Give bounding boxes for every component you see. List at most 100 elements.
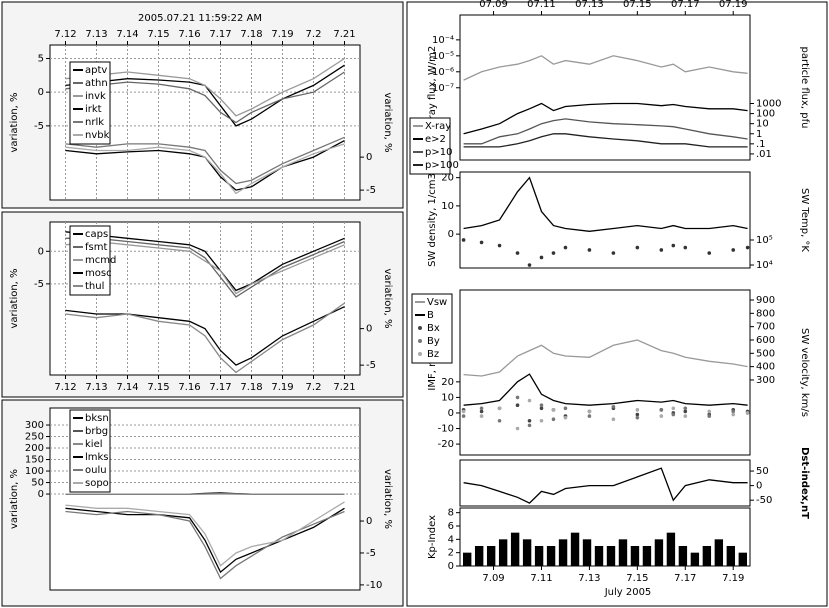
x-tick-label: 07.15 [623,0,652,10]
series-line [65,143,345,195]
y2-tick-label: 10⁵ [756,235,773,246]
y-tick-label: 2 [448,548,454,559]
y2-tick-label: .1 [756,139,766,150]
bar [714,539,724,566]
y-tick-label: 8 [448,508,454,519]
y2-tick-label: 400 [756,362,775,373]
y2-tick-label: .01 [756,149,772,160]
data-point [461,238,466,242]
series-line [65,501,345,567]
y2-axis-label: particle flux, pfu [799,46,810,128]
bar [606,546,616,566]
data-point [539,255,544,260]
series-line [65,507,345,574]
data-point [587,409,592,414]
data-point [671,243,676,248]
series-line [65,231,345,292]
data-point [479,414,484,418]
legend-label: p>10 [425,147,452,158]
y2-tick-label: -5 [366,360,376,371]
plot-area [459,459,751,507]
legend-label: athn [85,78,108,89]
data-point [551,417,556,421]
series-line [463,176,748,232]
y2-axis-label: variation, % [382,92,393,152]
x-tick-label: 7.2 [306,29,322,40]
data-point [731,248,736,252]
legend-label: e>2 [425,134,446,145]
data-point [587,248,592,252]
plot-area [459,507,751,567]
y-axis-label: X-ray flux, W/m2 [427,46,438,130]
data-point [635,245,640,250]
bar [690,552,700,566]
data-point [707,409,712,414]
data-point [683,414,688,418]
x-tick-label: 7.17 [209,382,231,393]
legend-label: nrlk [85,117,104,128]
y-axis-label: Dst-index,nT [799,447,810,519]
x-tick-label: 7.14 [116,29,138,40]
x-tick-label: 07.09 [479,0,508,10]
bar [522,539,532,566]
series-line [463,102,748,135]
legend [69,409,111,493]
y-tick-label: -10 [438,424,454,435]
data-point [745,245,750,250]
y-axis-label: variation, % [9,469,20,529]
y2-axis-label: variation, % [382,268,393,328]
y2-axis-label: SW velocity, km/s [799,328,810,417]
y-axis-label: variation, % [9,92,20,152]
x-tick-label: 7.15 [147,29,169,40]
bar [678,546,688,566]
x-tick-label: 7.2 [306,382,322,393]
y-tick-label: 100 [25,466,44,477]
y-tick-label: 5 [38,53,44,64]
y-tick-label: 0 [38,87,44,98]
bar [642,546,652,566]
legend-label: kiel [85,439,103,450]
y-tick-label: 300 [25,420,44,431]
y-tick-label: 0 [38,246,44,257]
y-tick-label: 50 [31,478,44,489]
data-point [527,418,532,423]
x-axis-label: July 2005 [604,587,652,598]
y-tick-label: 10⁻⁷ [432,83,454,94]
y-tick-label: 200 [25,443,44,454]
legend-label: fsmt [85,242,107,253]
data-point [539,403,544,407]
x-tick-label: 7.13 [85,382,107,393]
data-point [539,406,544,411]
y2-axis-label: SW Temp, °K [799,188,810,252]
x-tick-label: 7.18 [240,29,262,40]
y2-tick-label: 1000 [756,99,781,110]
legend-label: Bx [427,323,440,334]
legend-label: thul [85,281,104,292]
series-line [463,339,748,377]
data-point [497,406,502,411]
bar [534,546,544,566]
x-tick-label: 7.18 [240,382,262,393]
x-tick-label: 7.09 [482,573,504,584]
data-point [659,414,664,418]
series-line [65,71,345,124]
y2-tick-label: 600 [756,335,775,346]
series-line [463,373,748,406]
y2-tick-label: 0 [366,516,372,527]
x-tick-label: 7.12 [54,382,76,393]
y-tick-label: 10⁻⁶ [432,67,454,78]
y-axis-label: IMF, nT [427,354,438,391]
data-point [611,404,616,409]
legend-label: Vsw [427,297,447,308]
x-tick-label: 7.19 [722,573,744,584]
bar [702,546,712,566]
y-tick-label: -5 [34,279,44,290]
y2-tick-label: 100 [756,109,775,120]
x-tick-label: 7.16 [178,29,200,40]
y2-tick-label: 800 [756,308,775,319]
y2-tick-label: 500 [756,348,775,359]
bar [666,532,676,566]
y-tick-label: 0 [448,229,454,240]
y2-tick-label: 1 [756,129,762,140]
